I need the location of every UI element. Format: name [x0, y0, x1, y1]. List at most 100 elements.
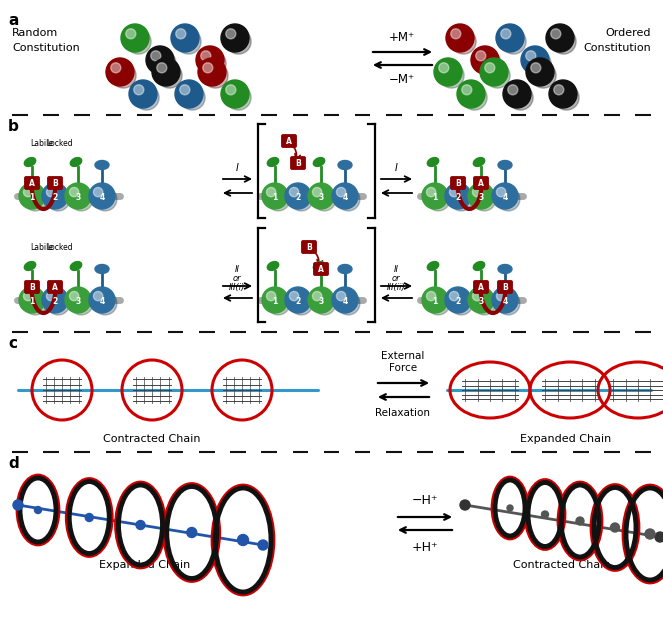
Text: a: a	[8, 13, 19, 28]
Text: II: II	[235, 265, 239, 274]
Circle shape	[497, 188, 520, 211]
Text: Contracted Chain: Contracted Chain	[103, 434, 201, 444]
Circle shape	[508, 85, 518, 95]
Circle shape	[332, 183, 358, 209]
Circle shape	[267, 292, 290, 315]
Circle shape	[497, 291, 506, 300]
Text: Expanded Chain: Expanded Chain	[520, 434, 612, 444]
Circle shape	[450, 188, 459, 197]
Text: +M⁺: +M⁺	[389, 31, 415, 44]
Text: 2: 2	[296, 193, 300, 202]
Ellipse shape	[25, 157, 36, 167]
Circle shape	[508, 85, 533, 110]
Circle shape	[501, 29, 511, 39]
Circle shape	[267, 188, 290, 211]
Ellipse shape	[473, 157, 485, 167]
Circle shape	[267, 291, 276, 300]
Text: Contracted Chain: Contracted Chain	[513, 560, 611, 570]
Text: B: B	[455, 178, 461, 188]
Text: A: A	[478, 178, 484, 188]
Circle shape	[152, 58, 180, 86]
Circle shape	[422, 183, 448, 209]
Text: +H⁺: +H⁺	[412, 541, 438, 554]
Ellipse shape	[95, 160, 109, 170]
Text: 1: 1	[432, 297, 438, 305]
Circle shape	[42, 287, 68, 313]
Circle shape	[451, 29, 476, 54]
Circle shape	[226, 85, 236, 95]
Circle shape	[70, 291, 79, 300]
Circle shape	[462, 85, 487, 110]
Circle shape	[476, 51, 486, 61]
Circle shape	[258, 540, 268, 550]
Text: 3: 3	[318, 193, 324, 202]
Circle shape	[312, 188, 322, 197]
Circle shape	[89, 287, 115, 313]
Circle shape	[42, 183, 68, 209]
Circle shape	[196, 46, 224, 74]
Circle shape	[473, 291, 482, 300]
Circle shape	[526, 51, 536, 61]
Circle shape	[497, 292, 520, 315]
Circle shape	[312, 292, 336, 315]
Text: III(ii): III(ii)	[387, 283, 405, 292]
Ellipse shape	[473, 262, 485, 270]
Circle shape	[457, 80, 485, 108]
Circle shape	[336, 188, 346, 197]
Text: Locked: Locked	[46, 139, 73, 148]
Circle shape	[93, 292, 117, 315]
Circle shape	[336, 291, 346, 300]
Text: 2: 2	[455, 297, 461, 305]
Circle shape	[46, 291, 56, 300]
Circle shape	[308, 183, 334, 209]
Circle shape	[203, 63, 228, 88]
Circle shape	[445, 287, 471, 313]
FancyBboxPatch shape	[282, 135, 296, 147]
Ellipse shape	[70, 157, 82, 167]
FancyBboxPatch shape	[48, 281, 62, 293]
Text: I: I	[235, 163, 239, 173]
Circle shape	[496, 24, 524, 52]
Circle shape	[46, 188, 70, 211]
Circle shape	[134, 85, 144, 95]
FancyBboxPatch shape	[302, 241, 316, 253]
Circle shape	[451, 29, 461, 39]
Text: A: A	[286, 136, 292, 146]
Circle shape	[450, 292, 473, 315]
Text: −M⁺: −M⁺	[389, 73, 415, 86]
Text: 3: 3	[318, 297, 324, 305]
Text: Locked: Locked	[46, 243, 73, 252]
Circle shape	[65, 183, 91, 209]
Circle shape	[180, 85, 205, 110]
Circle shape	[262, 183, 288, 209]
Circle shape	[176, 29, 186, 39]
Circle shape	[187, 528, 197, 537]
Circle shape	[151, 51, 176, 76]
Circle shape	[146, 46, 174, 74]
Circle shape	[337, 292, 360, 315]
Circle shape	[473, 188, 482, 197]
Circle shape	[180, 85, 190, 95]
Circle shape	[285, 183, 311, 209]
Circle shape	[129, 80, 157, 108]
Circle shape	[480, 58, 508, 86]
Circle shape	[485, 63, 510, 88]
Text: Expanded Chain: Expanded Chain	[99, 560, 191, 570]
Circle shape	[655, 532, 663, 542]
Circle shape	[471, 46, 499, 74]
Text: or: or	[233, 274, 241, 283]
Circle shape	[157, 63, 182, 88]
Circle shape	[337, 188, 360, 211]
Circle shape	[23, 188, 32, 197]
Circle shape	[70, 188, 93, 211]
Text: 4: 4	[99, 193, 105, 202]
Text: B: B	[29, 283, 35, 291]
Circle shape	[468, 287, 494, 313]
Circle shape	[111, 63, 121, 73]
Circle shape	[23, 291, 32, 300]
Circle shape	[136, 521, 145, 529]
FancyBboxPatch shape	[25, 281, 39, 293]
Text: 4: 4	[342, 297, 347, 305]
Circle shape	[551, 29, 561, 39]
Text: B: B	[52, 178, 58, 188]
